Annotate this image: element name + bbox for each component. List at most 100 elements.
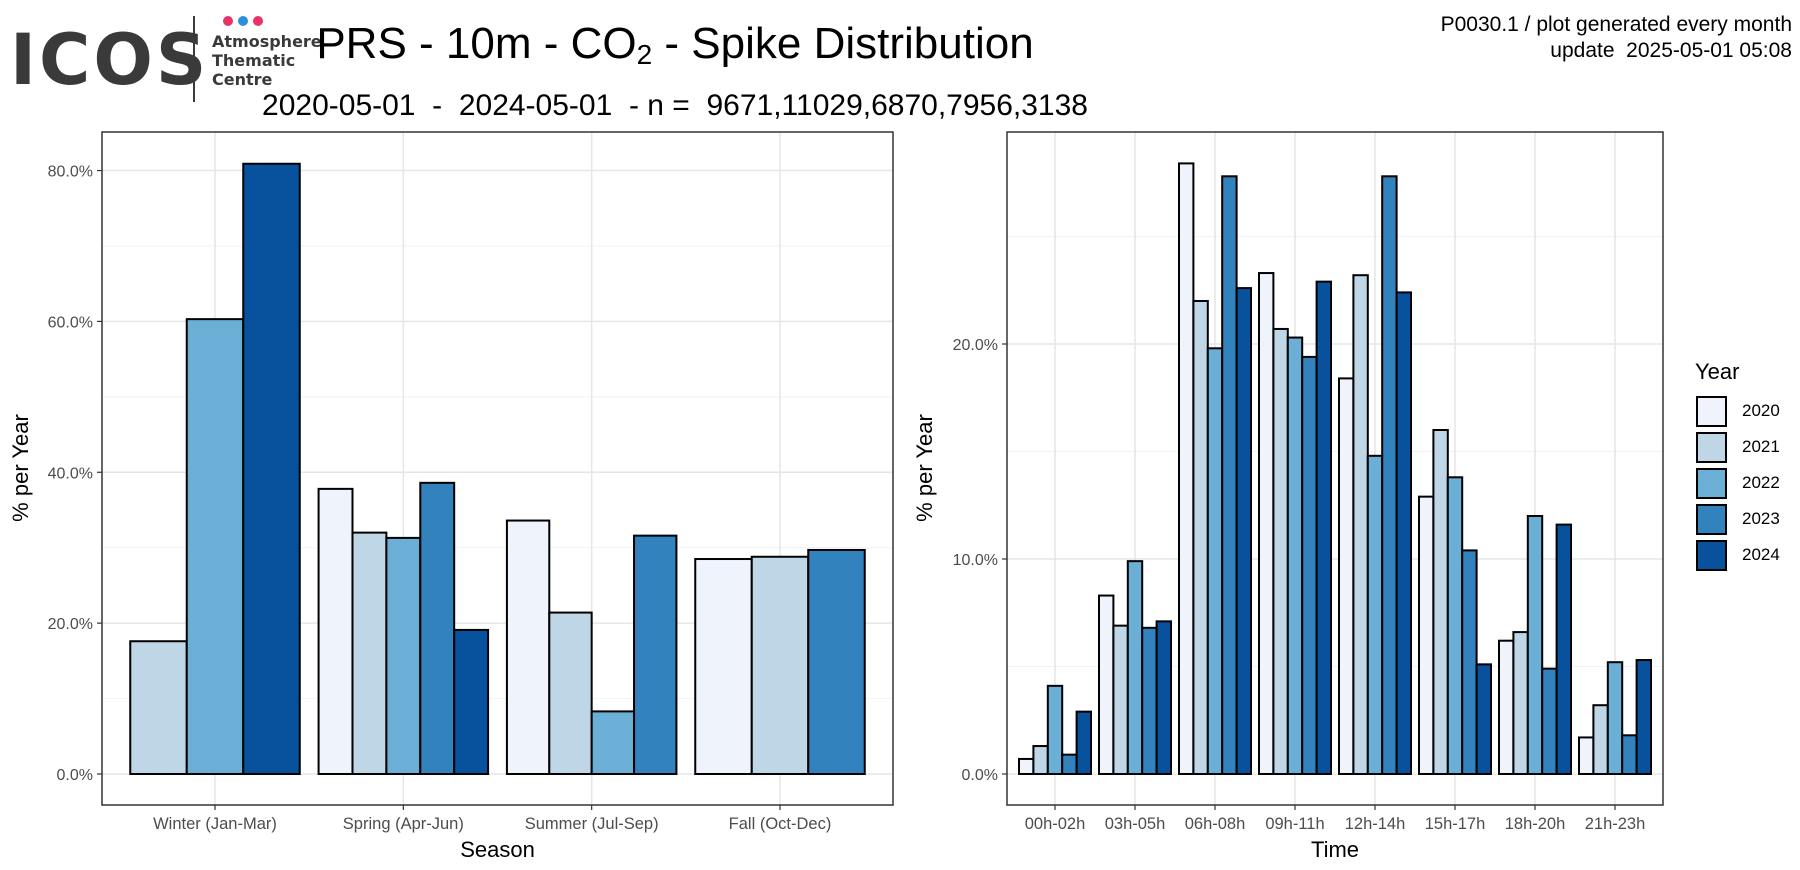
bar-09h-11h-2024 [1315,280,1332,775]
x-tick-label-18h-20h: 18h-20h [1505,815,1566,833]
chart-title: PRS - 10m - CO2 - Spike Distribution [0,17,1350,82]
bar-15h-17h-2022 [1446,476,1464,775]
bar-18h-20h-2022 [1526,515,1544,775]
bar-15h-17h-2024 [1475,663,1492,775]
bar-summer-jul-sep-2020 [505,519,551,776]
bar-06h-08h-2022 [1206,347,1224,775]
bar-12h-14h-2024 [1395,291,1412,775]
bar-18h-20h-2021 [1512,631,1529,775]
bar-09h-11h-2020 [1258,272,1275,775]
bar-03h-05h-2020 [1098,594,1115,775]
bar-summer-jul-sep-2021 [548,611,593,776]
bar-21h-23h-2023 [1621,734,1638,775]
bar-06h-08h-2020 [1178,162,1195,775]
legend-label-2024: 2024 [1742,545,1780,564]
panel-border [1006,131,1664,806]
logo-divider [193,16,195,102]
bar-spring-apr-jun-2020 [317,487,354,775]
bar-03h-05h-2023 [1141,626,1158,775]
bar-00h-02h-2023 [1061,753,1078,776]
x-tick-label-15h-17h: 15h-17h [1425,815,1486,833]
icos-logo: ICOS Atmosphere Thematic Centre [10,12,330,107]
bar-03h-05h-2022 [1126,560,1144,776]
bar-21h-23h-2020 [1578,736,1595,776]
y-tick-label: 20.0% [48,616,93,633]
bar-12h-14h-2021 [1352,274,1369,775]
logo-wordmark: ICOS [10,19,210,101]
legend-item-2022: 2022 [1692,466,1792,502]
x-tick-label-21h-23h: 21h-23h [1585,815,1646,833]
bar-15h-17h-2021 [1432,429,1449,775]
bar-fall-oct-dec-2023 [807,548,866,776]
bar-06h-08h-2024 [1235,287,1252,775]
bar-00h-02h-2024 [1075,710,1092,776]
legend-label-2020: 2020 [1742,401,1780,420]
meta-line-2: update 2025-05-01 05:08 [1550,39,1792,62]
plot-meta: P0030.1 / plot generated every month upda… [1441,12,1792,64]
chart-panel-2: 0.0% 10.0% 20.0% 00h-02h 03h-05h 06h-08h 09h-1… [912,131,1664,862]
legend-swatch-2023 [1696,504,1727,535]
title-end: - Spike Distribution [652,19,1034,68]
legend-item-2024: 2024 [1692,538,1792,574]
bar-12h-14h-2022 [1366,454,1384,775]
bar-00h-02h-2021 [1032,745,1049,775]
meta-line-1: P0030.1 / plot generated every month [1440,13,1792,36]
legend-label-2022: 2022 [1742,473,1780,492]
bar-03h-05h-2024 [1155,620,1172,775]
legend-item-2023: 2023 [1692,502,1792,538]
x-tick-label-fall-oct-dec: Fall (Oct-Dec) [729,815,832,833]
x-tick-label-winter-jan-mar: Winter (Jan-Mar) [153,815,277,833]
header: ICOS Atmosphere Thematic Centre PRS - 10… [0,0,1800,130]
bar-03h-05h-2021 [1112,624,1129,776]
legend-item-2021: 2021 [1692,430,1792,466]
x-tick-label-00h-02h: 00h-02h [1025,815,1086,833]
x-tick-label-03h-05h: 03h-05h [1105,815,1166,833]
bar-spring-apr-jun-2024 [453,628,490,775]
logo-dot-1 [223,16,233,26]
logo-text-line3: Centre [212,70,273,89]
bar-00h-02h-2020 [1018,757,1035,776]
x-tick-label-06h-08h: 06h-08h [1185,815,1246,833]
bar-summer-jul-sep-2023 [633,534,678,776]
x-axis-title: Time [1311,837,1359,862]
bar-winter-jan-mar-2022 [185,318,245,775]
y-tick-label: 20.0% [953,337,998,354]
bar-12h-14h-2020 [1338,377,1355,775]
y-tick-label: 10.0% [953,552,998,569]
bar-18h-20h-2020 [1498,639,1515,776]
bar-18h-20h-2023 [1541,667,1558,776]
bar-06h-08h-2023 [1221,175,1238,776]
chart-subtitle: 2020-05-01 - 2024-05-01 - n = 9671,11029… [262,89,1088,122]
chart-panel-1: 0.0% 20.0% 40.0% 60.0% 80.0% Winter (Jan-Mar)… [8,131,894,862]
legend: Year 2020 2021 2022 2023 2024 [1692,358,1792,574]
bar-spring-apr-jun-2022 [385,536,422,775]
y-axis-title: % per Year [912,414,937,522]
x-tick-label-summer-jul-sep: Summer (Jul-Sep) [525,815,659,833]
panel-border [101,131,894,806]
logo-text-line1: Atmosphere [212,32,322,51]
bar-fall-oct-dec-2021 [750,555,810,775]
bar-21h-23h-2021 [1592,704,1609,776]
bar-spring-apr-jun-2021 [351,531,388,776]
legend-label-2021: 2021 [1742,437,1780,456]
bar-fall-oct-dec-2020 [694,558,753,775]
y-tick-label: 80.0% [48,164,93,181]
legend-item-2020: 2020 [1692,394,1792,430]
legend-swatch-2024 [1696,540,1727,571]
y-tick-label: 0.0% [962,767,998,784]
legend-title: Year [1695,359,1740,384]
bar-15h-17h-2020 [1418,495,1435,775]
bar-summer-jul-sep-2022 [590,710,636,775]
title-subscript: 2 [636,39,653,70]
legend-label-2023: 2023 [1742,509,1780,528]
x-tick-label-12h-14h: 12h-14h [1345,815,1406,833]
legend-swatch-2022 [1696,468,1727,499]
x-axis-title: Season [460,837,535,862]
bar-09h-11h-2021 [1272,327,1289,775]
bar-21h-23h-2024 [1635,659,1652,775]
x-tick-label-09h-11h: 09h-11h [1265,815,1324,833]
logo-dot-2 [238,16,248,26]
logo-text-line2: Thematic [212,51,296,70]
legend-swatch-2021 [1696,432,1727,463]
